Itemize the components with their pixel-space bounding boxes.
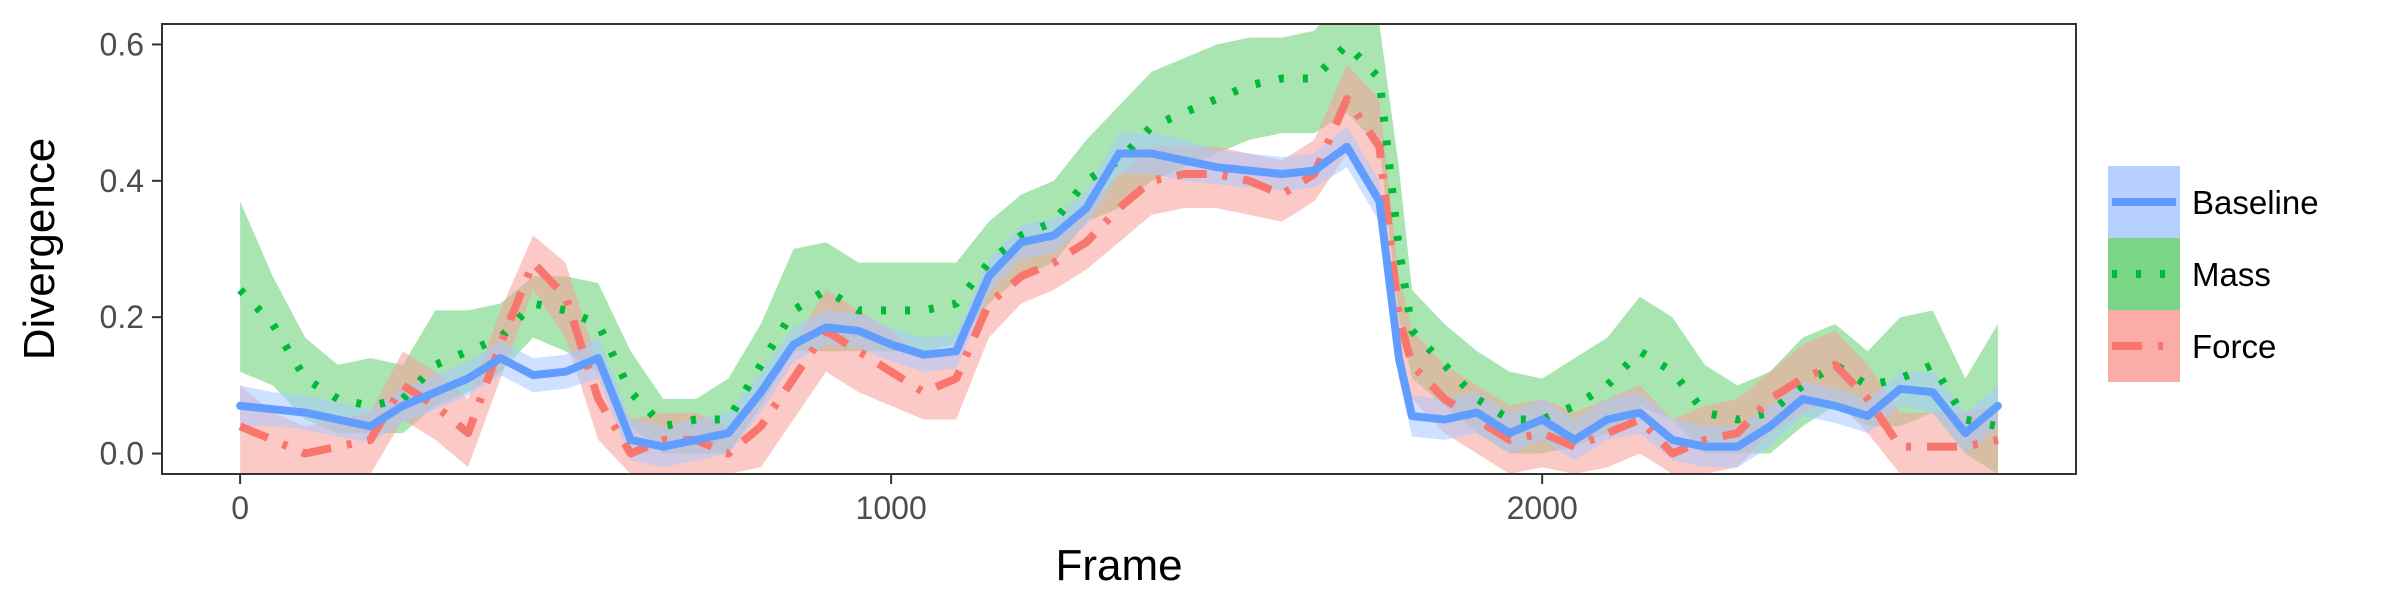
legend-item-mass: Mass — [2108, 238, 2271, 310]
series-lines — [236, 40, 2002, 458]
x-tick-label: 2000 — [1507, 490, 1578, 526]
legend: Baseline Mass Force — [2108, 166, 2319, 382]
y-tick-label: 0.4 — [100, 163, 144, 199]
x-tick-label: 1000 — [856, 490, 927, 526]
legend-item-baseline: Baseline — [2108, 166, 2319, 238]
x-axis: 0 1000 2000 — [231, 474, 1578, 526]
y-tick-label: 0.2 — [100, 299, 144, 335]
x-tick-label: 0 — [231, 490, 249, 526]
force-line — [238, 95, 1999, 458]
mass-line — [237, 40, 1999, 431]
mass-band — [240, 24, 1998, 474]
plot-panel-border — [161, 23, 2077, 475]
y-tick-label: 0.6 — [100, 26, 144, 62]
legend-item-force: Force — [2108, 310, 2276, 382]
y-tick-label: 0.0 — [100, 436, 144, 472]
legend-label: Mass — [2192, 256, 2271, 293]
y-axis: 0.0 0.2 0.4 0.6 — [100, 26, 162, 472]
legend-label: Force — [2192, 328, 2276, 365]
y-axis-title: Divergence — [15, 138, 64, 361]
x-axis-title: Frame — [1055, 541, 1182, 590]
legend-key-band — [2108, 238, 2180, 310]
confidence-bands — [240, 24, 1998, 474]
legend-label: Baseline — [2192, 184, 2319, 221]
baseline-line — [236, 142, 2002, 451]
